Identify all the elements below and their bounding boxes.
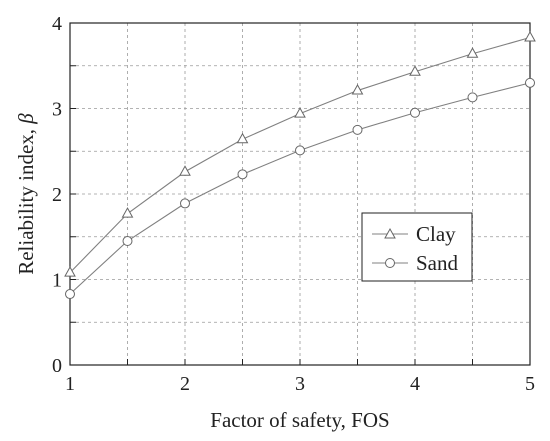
- data-point-sand: [352, 124, 363, 135]
- data-point-sand: [180, 198, 190, 209]
- legend-sand-label: Sand: [416, 251, 459, 275]
- data-point-clay: [351, 84, 364, 95]
- y-tick-label: 3: [52, 99, 62, 121]
- y-tick-label: 2: [52, 184, 62, 206]
- y-tick-label: 1: [52, 270, 62, 292]
- data-point-sand: [467, 92, 478, 103]
- y-tick-label: 0: [52, 355, 62, 377]
- legend-box: [361, 212, 473, 282]
- grid: [70, 23, 530, 365]
- y-axis-label: Reliability index, β: [14, 113, 38, 275]
- series: [64, 31, 536, 300]
- data-point-clay: [64, 266, 76, 277]
- legend: Clay Sand: [361, 212, 473, 282]
- data-point-clay: [121, 207, 134, 218]
- data-point-clay: [236, 132, 249, 144]
- data-point-clay: [409, 65, 421, 76]
- legend-clay-marker: [384, 227, 396, 239]
- data-point-sand: [410, 107, 420, 118]
- x-axis-label: Factor of safety, FOS: [210, 408, 389, 432]
- tick-marks: [70, 65, 473, 365]
- x-tick-label: 4: [410, 373, 420, 395]
- data-point-clay: [466, 47, 479, 58]
- x-tick-label: 5: [525, 373, 535, 395]
- data-point-sand: [295, 145, 305, 156]
- x-tick-label: 3: [295, 373, 305, 395]
- y-tick-label: 4: [52, 13, 62, 35]
- data-point-sand: [122, 236, 133, 247]
- x-tick-label: 1: [65, 373, 75, 395]
- x-tick-label: 2: [180, 373, 190, 395]
- legend-clay-label: Clay: [416, 222, 456, 246]
- y-axis-label-symbol: β: [14, 113, 38, 125]
- data-point-clay: [524, 31, 536, 42]
- data-point-sand: [525, 77, 535, 88]
- data-point-clay: [179, 165, 191, 176]
- data-point-sand: [65, 289, 75, 300]
- data-point-clay: [294, 107, 306, 118]
- y-axis-label-text: Reliability index,: [14, 124, 38, 275]
- data-point-sand: [237, 169, 248, 180]
- legend-sand-marker: [385, 258, 395, 268]
